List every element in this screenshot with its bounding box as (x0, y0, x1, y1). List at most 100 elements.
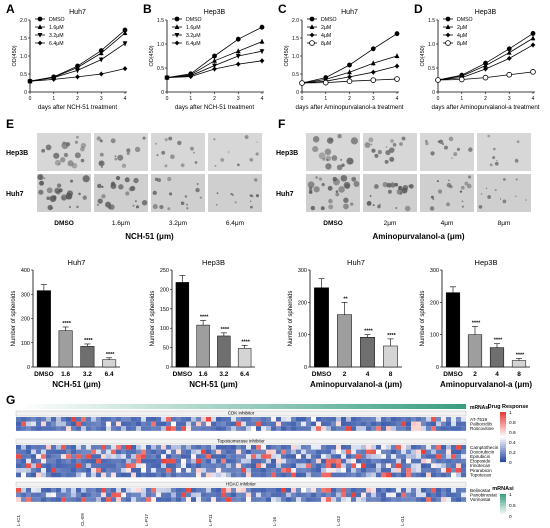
heatmap-cell (411, 454, 416, 459)
heatmap-cell (336, 426, 341, 431)
heatmap-cell (56, 488, 61, 493)
annotation-cell (421, 404, 426, 409)
heatmap-cell (226, 463, 231, 468)
spheroid-blob (170, 154, 175, 159)
annotation-cell (296, 404, 301, 409)
annotation-cell (126, 404, 131, 409)
heatmap-cell (81, 422, 86, 427)
heatmap-cell (441, 497, 446, 502)
annotation-cell (181, 404, 186, 409)
heatmap-cell (111, 463, 116, 468)
annotation-cell (136, 404, 141, 409)
heatmap-cell (261, 454, 266, 459)
heatmap-cell (266, 493, 271, 498)
heatmap-cell (426, 422, 431, 427)
heatmap-cell (461, 454, 466, 459)
heatmap-cell (21, 417, 26, 422)
x-axis-label: NCH-51 (μm) (52, 380, 101, 389)
bar (446, 293, 460, 367)
spheroid-blob (503, 199, 507, 203)
marker-point (531, 43, 536, 48)
heatmap-cell (446, 488, 451, 493)
heatmap-cell (421, 463, 426, 468)
heatmap-cell (101, 488, 106, 493)
heatmap-cell (21, 463, 26, 468)
heatmap-cell (416, 468, 421, 473)
heatmap-cell (331, 445, 336, 450)
annotation-cell (91, 404, 96, 409)
x-tick-label: 8 (517, 371, 521, 378)
heatmap-cell (361, 417, 366, 422)
heatmap-cell (461, 493, 466, 498)
y-tick-label: 300 (21, 292, 30, 298)
legend-swatch (500, 440, 506, 442)
spheroid-blob (322, 183, 325, 186)
annotation-swatch (500, 505, 506, 507)
heatmap-cell (331, 450, 336, 455)
x-tick-label: 0 (29, 96, 32, 102)
heatmap-cell (451, 493, 456, 498)
marker-point (436, 78, 441, 83)
legend-label: 4μM (321, 33, 331, 39)
heatmap-cell (31, 463, 36, 468)
spheroid-blob (256, 152, 259, 155)
heatmap-cell (41, 497, 46, 502)
heatmap-cell (371, 497, 376, 502)
heatmap-cell (181, 493, 186, 498)
heatmap-cell (21, 454, 26, 459)
heatmap-cell (256, 417, 261, 422)
heatmap-cell (416, 454, 421, 459)
annotation-cell (36, 404, 41, 409)
spheroid-blob (155, 178, 158, 181)
heatmap-cell (156, 473, 161, 478)
annotation-cell (121, 404, 126, 409)
heatmap-cell (286, 454, 291, 459)
heatmap-cell (321, 488, 326, 493)
heatmap-cell (306, 445, 311, 450)
spheroid-blob (341, 164, 345, 168)
annotation-cell (341, 404, 346, 409)
heatmap-cell (411, 463, 416, 468)
heatmap-cell (46, 488, 51, 493)
heatmap-cell (301, 422, 306, 427)
heatmap-cell (36, 417, 41, 422)
heatmap-cell (51, 454, 56, 459)
heatmap-cell (146, 454, 151, 459)
spheroid-blob (47, 205, 52, 210)
heatmap-cell (76, 426, 81, 431)
spheroid-blob (217, 192, 219, 194)
heatmap-cell (116, 450, 121, 455)
annotation-swatch (500, 512, 506, 514)
heatmap-cell (101, 454, 106, 459)
heatmap-cell (276, 417, 281, 422)
heatmap-cell (81, 463, 86, 468)
annotation-cell (391, 404, 396, 409)
heatmap-cell (101, 445, 106, 450)
heatmap-cell (196, 450, 201, 455)
heatmap-cell (46, 459, 51, 464)
heatmap-cell (61, 417, 66, 422)
legend-swatch (500, 454, 506, 456)
heatmap-cell (256, 459, 261, 464)
y-tick-label: 200 (298, 300, 307, 306)
spheroid-blob (389, 147, 395, 153)
heatmap-cell (416, 417, 421, 422)
heatmap-cell (126, 473, 131, 478)
heatmap-cell (251, 473, 256, 478)
spheroid-blob (495, 189, 497, 191)
heatmap-cell (311, 445, 316, 450)
bar (314, 288, 328, 367)
heatmap-cell (31, 417, 36, 422)
heatmap-cell (326, 445, 331, 450)
x-tick-label: 3.2 (219, 371, 228, 378)
heatmap-cell (356, 473, 361, 478)
heatmap-cell (441, 454, 446, 459)
heatmap-cell (76, 497, 81, 502)
heatmap-cell (326, 463, 331, 468)
bar-chart-F-Hep3B: Hep3B0100200300Number of spheroidsDMSO**… (420, 258, 532, 389)
spheroid-blob (346, 158, 353, 165)
heatmap-cell (331, 426, 336, 431)
significance-mark: **** (221, 327, 230, 333)
spheroid-blob (351, 137, 358, 144)
heatmap-cell (136, 450, 141, 455)
